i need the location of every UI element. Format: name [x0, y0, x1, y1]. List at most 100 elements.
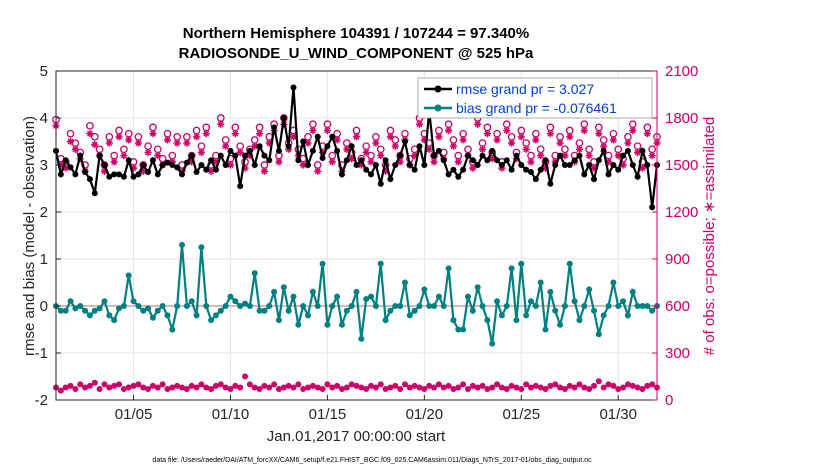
obs-assimilated-marker: [343, 145, 351, 153]
bias-point: [222, 303, 229, 309]
bias-point: [358, 335, 365, 342]
rmse-point: [532, 176, 539, 183]
bias-point: [392, 303, 399, 309]
bias-point: [600, 312, 607, 319]
rmse-point: [145, 169, 152, 176]
legend-box: [417, 77, 653, 119]
obs-assimilated-marker: [192, 133, 201, 141]
y-right-tick-label: 1200: [665, 204, 698, 221]
bias-point: [590, 307, 597, 314]
rmse-point: [557, 152, 564, 159]
bias-point: [154, 307, 161, 314]
obs-assimilated-marker: [391, 142, 399, 150]
bias-point: [106, 312, 113, 319]
obs-assimilated-marker: [469, 164, 477, 172]
obs-low-marker: [494, 381, 501, 388]
bias-point: [518, 260, 525, 267]
y-left-tick-label: 5: [40, 63, 48, 80]
bias-point: [111, 317, 118, 324]
obs-low-marker: [91, 379, 98, 386]
obs-assimilated-marker: [585, 152, 593, 160]
obs-assimilated-marker: [275, 158, 283, 166]
bias-point: [271, 288, 278, 295]
bias-point: [140, 307, 147, 314]
bias-point: [605, 303, 612, 309]
bias-point: [566, 260, 573, 267]
rmse-point: [140, 162, 147, 168]
rmse-point: [266, 157, 273, 164]
obs-low-marker: [285, 382, 292, 389]
obs-low-marker: [348, 381, 355, 388]
obs-assimilated-marker: [120, 152, 128, 160]
rmse-point: [649, 204, 656, 211]
obs-assimilated-marker: [575, 145, 584, 153]
bias-point: [280, 284, 287, 291]
bias-point: [624, 312, 631, 319]
obs-low-marker: [581, 384, 588, 391]
rmse-point: [314, 133, 321, 140]
rmse-point: [208, 157, 215, 164]
rmse-point: [479, 152, 486, 159]
obs-assimilated-marker: [183, 139, 191, 147]
obs-assimilated-marker: [386, 133, 395, 141]
x-tick-label: 01/30: [599, 406, 637, 423]
bias-point: [212, 312, 219, 319]
obs-assimilated-marker: [188, 158, 196, 166]
x-axis-label: Jan.01,2017 00:00:00 start: [267, 428, 446, 445]
obs-assimilated-marker: [314, 167, 322, 175]
obs-low-marker: [120, 386, 127, 393]
obs-low-marker: [523, 381, 530, 388]
bias-point: [300, 303, 307, 309]
obs-assimilated-marker: [425, 145, 433, 153]
obs-low-marker: [590, 382, 597, 389]
obs-low-marker: [334, 382, 341, 389]
bias-point: [615, 303, 622, 309]
rmse-point: [397, 152, 404, 159]
rmse-point: [309, 147, 316, 154]
obs-low-marker: [280, 384, 287, 391]
rmse-point: [179, 171, 186, 178]
obs-assimilated-marker: [430, 158, 438, 166]
obs-assimilated-marker: [105, 139, 113, 147]
obs-low-marker: [372, 384, 379, 391]
bias-point: [145, 305, 152, 312]
rmse-point: [149, 157, 156, 164]
obs-low-marker: [450, 386, 457, 393]
rmse-point: [484, 157, 491, 164]
bias-point: [130, 298, 137, 305]
obs-assimilated-marker: [372, 139, 380, 147]
rmse-point: [62, 157, 69, 164]
obs-low-marker: [644, 382, 651, 389]
y-left-tick-label: -1: [35, 345, 48, 362]
obs-assimilated-marker: [299, 161, 307, 169]
rmse-point: [203, 166, 210, 173]
bias-point: [508, 265, 515, 272]
rmse-point: [295, 157, 302, 164]
bias-point: [198, 244, 205, 251]
bias-point: [251, 270, 258, 277]
bias-point: [305, 312, 312, 319]
rmse-point: [552, 162, 559, 168]
bias-point: [620, 298, 627, 305]
obs-low-marker: [106, 384, 113, 391]
bias-point: [363, 295, 370, 302]
bias-point: [174, 303, 181, 309]
footer-data-file: data file: /Users/raeder/DAI/ATM_forcXX/…: [152, 457, 592, 464]
legend-rmse-label: rmse grand pr = 3.027: [456, 81, 594, 97]
obs-assimilated-marker: [551, 158, 559, 166]
obs-low-marker: [193, 384, 200, 391]
rmse-point: [116, 171, 123, 178]
chart-title-line1: Northern Hemisphere 104391 / 107244 = 97…: [183, 25, 529, 42]
obs-low-marker: [256, 386, 263, 393]
rmse-point: [421, 162, 428, 168]
rmse-point: [435, 147, 442, 154]
bias-point: [644, 303, 651, 309]
bias-point: [183, 303, 190, 309]
bias-point: [474, 284, 481, 291]
bias-point: [125, 272, 132, 279]
rmse-point: [605, 171, 612, 178]
y-left-tick-label: 0: [40, 298, 48, 315]
obs-low-marker: [358, 384, 365, 391]
obs-assimilated-marker: [231, 130, 239, 138]
rmse-point: [363, 166, 370, 173]
